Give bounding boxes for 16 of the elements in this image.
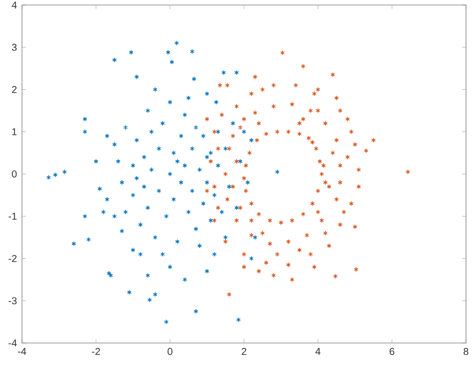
y-tick-label: 4 — [12, 2, 17, 8]
x-tick-label: -4 — [18, 348, 26, 355]
y-tick-label: -2 — [8, 254, 17, 262]
x-tick-label: 0 — [168, 348, 172, 356]
x-tick-label: 4 — [315, 348, 320, 355]
x-tick-label: 6 — [390, 348, 394, 356]
x-tick-label: 8 — [464, 348, 468, 356]
y-tick-label: 0 — [12, 170, 17, 178]
x-tick-label: 2 — [242, 348, 246, 355]
y-tick-label: -1 — [8, 212, 17, 220]
y-tick-label: 1 — [12, 128, 17, 136]
y-tick-label: -3 — [8, 297, 17, 304]
y-tick-label: 2 — [12, 86, 17, 93]
y-tick-label: 3 — [12, 44, 17, 51]
x-tick-label: -2 — [92, 348, 100, 355]
y-tick-label: -4 — [8, 340, 17, 346]
